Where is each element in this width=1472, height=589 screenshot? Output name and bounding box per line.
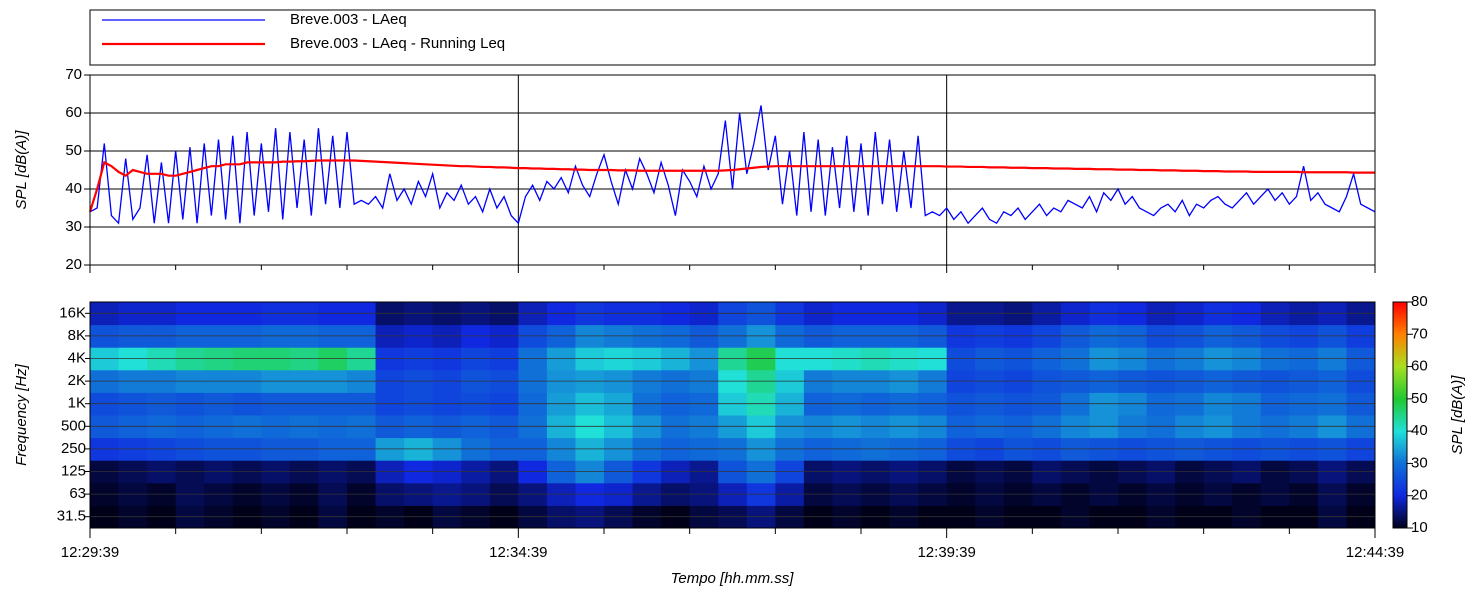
plot-frame	[89, 74, 1376, 266]
colorbar-tick-label: 70	[1411, 325, 1428, 342]
y-tick-label: 4K	[68, 349, 86, 366]
y-tick-label: 2K	[68, 372, 86, 389]
colorbar-tick-label: 40	[1411, 422, 1428, 439]
y-tick-label: 31.5	[57, 508, 86, 525]
y-tick-label: 20	[65, 256, 82, 273]
legend-label: Breve.003 - LAeq	[290, 11, 407, 28]
x-tick-label: 12:44:39	[1346, 544, 1404, 561]
y-tick-label: 8K	[68, 327, 86, 344]
colorbar-title: SPL [dB(A)]	[1449, 375, 1466, 455]
y-tick-label: 70	[65, 66, 82, 83]
y-tick-label: 250	[61, 440, 86, 457]
y-tick-label: 500	[61, 417, 86, 434]
legend-box	[89, 9, 1376, 66]
y-axis-title: SPL [dB(A)]	[13, 130, 30, 210]
y-tick-label: 50	[65, 142, 82, 159]
y-tick-label: 125	[61, 462, 86, 479]
y-axis-title: Frequency [Hz]	[13, 363, 30, 466]
y-tick-label: 1K	[68, 395, 86, 412]
colorbar-tick-label: 20	[1411, 487, 1428, 504]
colorbar-tick-label: 30	[1411, 454, 1428, 471]
colorbar	[1392, 301, 1408, 529]
colorbar-tick-label: 50	[1411, 390, 1428, 407]
colorbar-tick-label: 80	[1411, 293, 1428, 310]
series-line	[89, 105, 1376, 225]
x-tick-label: 12:29:39	[61, 544, 119, 561]
x-tick-label: 12:39:39	[917, 544, 975, 561]
y-tick-label: 63	[69, 485, 86, 502]
y-tick-label: 16K	[59, 304, 86, 321]
y-tick-label: 40	[65, 180, 82, 197]
plot-frame	[89, 301, 1376, 529]
colorbar-tick-label: 60	[1411, 358, 1428, 375]
legend-label: Breve.003 - LAeq - Running Leq	[290, 35, 505, 52]
series-line	[88, 159, 1375, 213]
x-axis-title: Tempo [hh.mm.ss]	[671, 570, 795, 587]
y-tick-label: 60	[65, 104, 82, 121]
x-tick-label: 12:34:39	[489, 544, 547, 561]
y-tick-label: 30	[65, 218, 82, 235]
colorbar-tick-label: 10	[1411, 519, 1428, 536]
